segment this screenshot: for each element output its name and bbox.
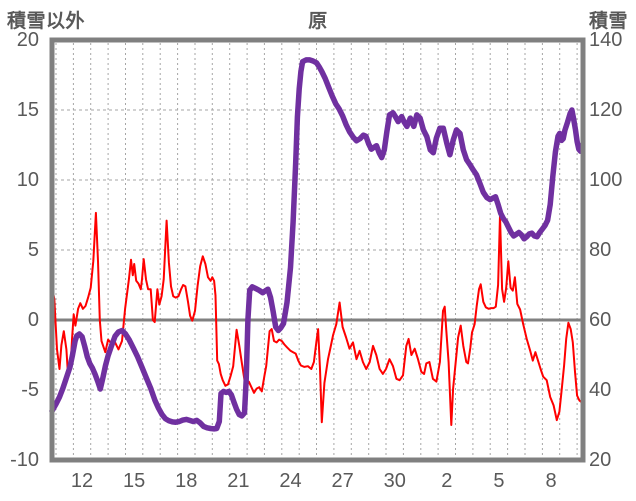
snow-line (49, 57, 586, 432)
right-axis-tick: 40 (589, 379, 612, 401)
right-axis-tick: 100 (589, 169, 623, 191)
left-axis-tick: 15 (16, 99, 39, 121)
left-axis-title: 積雪以外 (7, 11, 86, 32)
x-axis-tick: 15 (123, 470, 146, 492)
left-axis-tick: 0 (27, 309, 39, 331)
chart-title: 原 (308, 11, 328, 32)
left-axis-tick: 20 (16, 29, 39, 51)
right-axis-tick: 20 (589, 449, 612, 471)
x-axis-tick: 2 (441, 470, 453, 492)
x-axis-tick: 18 (175, 470, 198, 492)
right-axis-tick: 140 (589, 29, 623, 51)
right-axis-title: 積雪 (588, 11, 628, 32)
x-axis-tick: 27 (331, 470, 354, 492)
plot-border (49, 37, 586, 463)
left-axis-tick: 10 (16, 169, 39, 191)
right-axis-tick: 80 (589, 239, 612, 261)
x-axis-tick: 12 (70, 470, 94, 492)
x-axis-tick: 30 (383, 470, 406, 492)
temp-line (51, 211, 583, 426)
left-axis-tick: -10 (10, 449, 39, 471)
x-axis-tick: 5 (493, 470, 505, 492)
right-axis-tick: 120 (589, 99, 623, 121)
x-axis-tick: 21 (227, 470, 250, 492)
left-axis-tick: -5 (21, 379, 39, 401)
x-axis-tick: 8 (545, 470, 557, 492)
right-axis-tick: 60 (589, 309, 612, 331)
x-axis-tick: 24 (279, 470, 302, 492)
left-axis-tick: 5 (27, 239, 39, 261)
